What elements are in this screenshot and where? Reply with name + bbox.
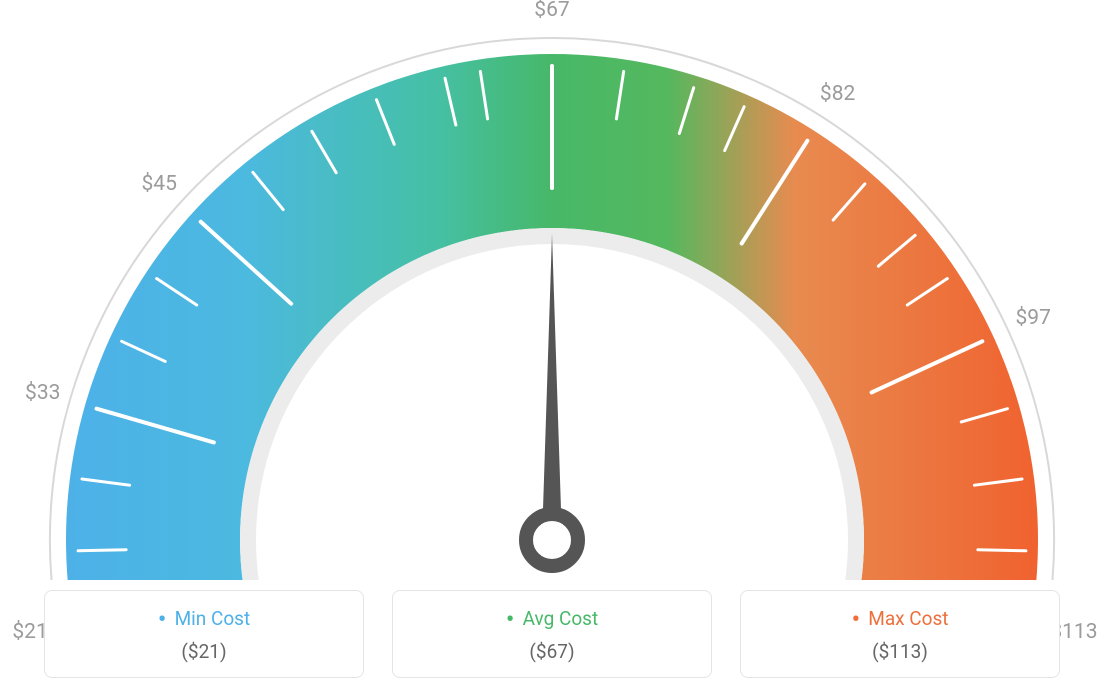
legend-title-max: Max Cost [751, 607, 1049, 630]
gauge: $21$33$45$67$82$97$113 [0, 0, 1104, 580]
gauge-tick-minor [978, 550, 1026, 551]
gauge-hub [526, 514, 578, 566]
gauge-svg [0, 0, 1104, 580]
gauge-tick-label: $45 [141, 172, 176, 196]
legend-card-avg: Avg Cost ($67) [392, 590, 712, 678]
legend-title-min: Min Cost [55, 607, 353, 630]
chart-container: $21$33$45$67$82$97$113 Min Cost ($21) Av… [0, 0, 1104, 690]
gauge-tick-label: $67 [534, 0, 569, 22]
gauge-tick-label: $97 [1015, 306, 1050, 330]
legend-title-avg: Avg Cost [403, 607, 701, 630]
gauge-tick-label: $33 [25, 381, 60, 405]
gauge-tick-minor [78, 550, 126, 551]
legend-row: Min Cost ($21) Avg Cost ($67) Max Cost (… [0, 590, 1104, 678]
legend-card-min: Min Cost ($21) [44, 590, 364, 678]
legend-value-min: ($21) [55, 640, 353, 663]
legend-value-max: ($113) [751, 640, 1049, 663]
legend-card-max: Max Cost ($113) [740, 590, 1060, 678]
legend-value-avg: ($67) [403, 640, 701, 663]
gauge-tick-label: $82 [820, 82, 855, 106]
